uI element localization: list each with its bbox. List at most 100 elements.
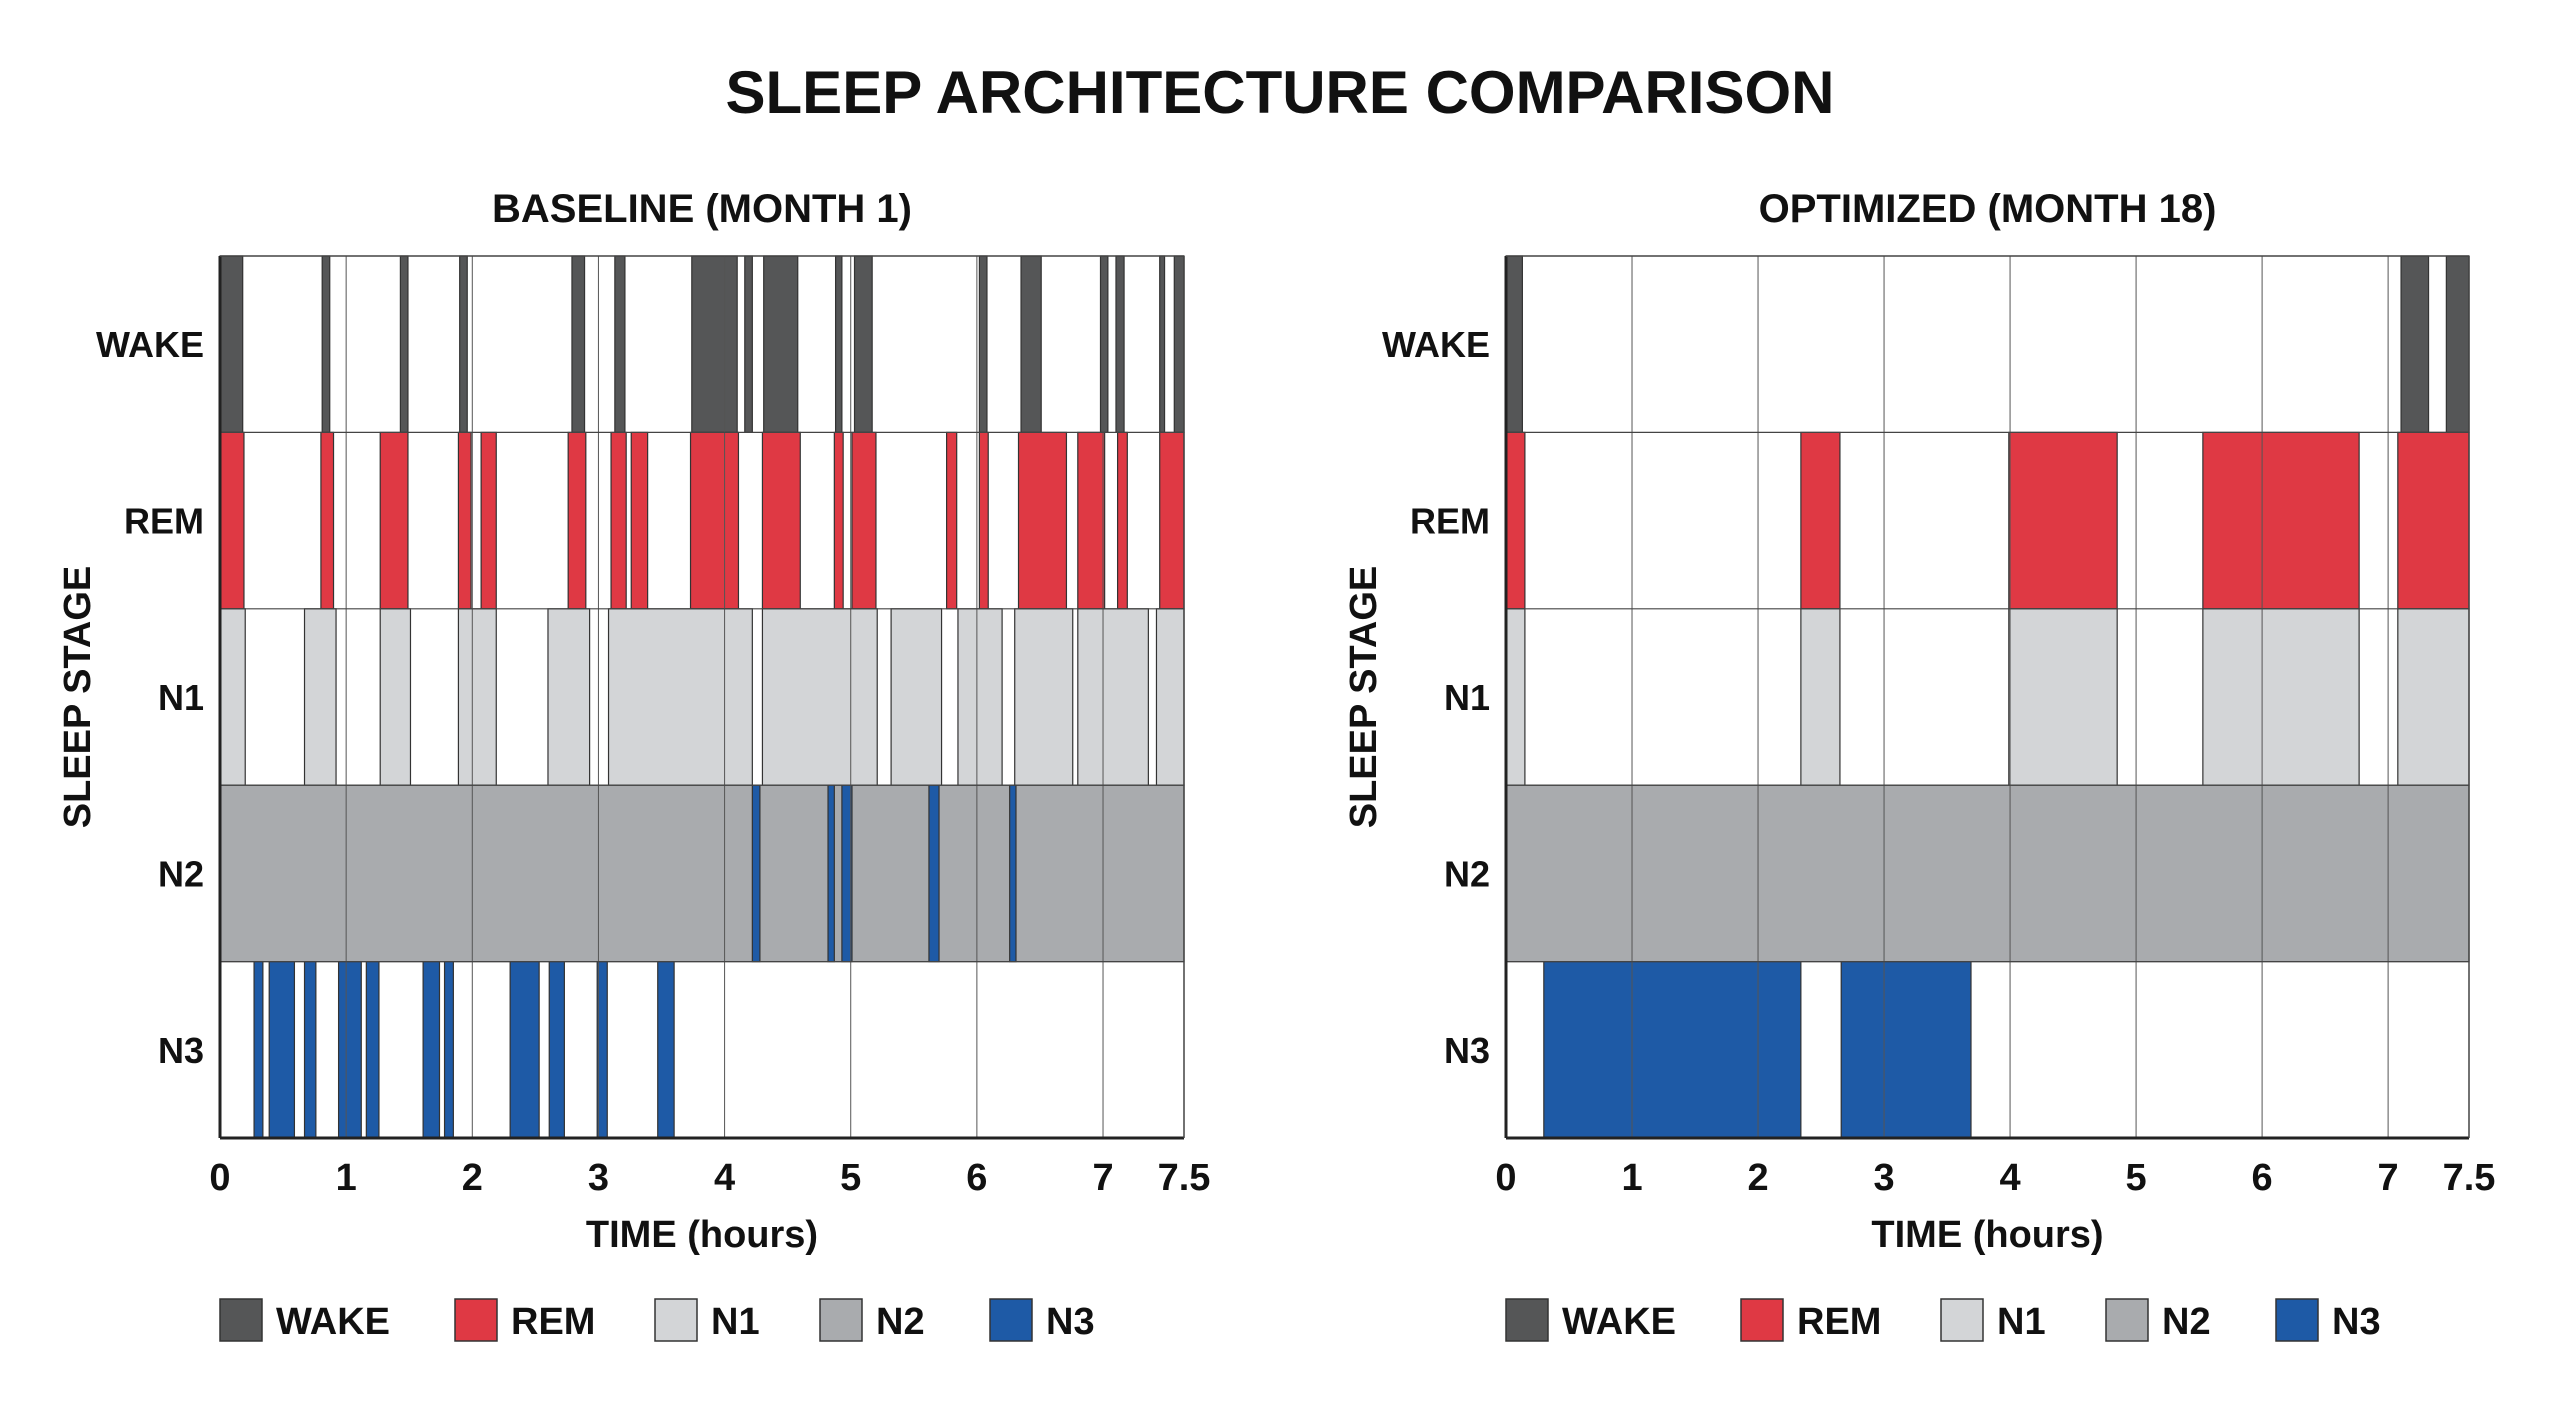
panel-title: BASELINE (MONTH 1) [492, 187, 912, 231]
segment-wake [571, 255, 586, 433]
segment-rem [610, 431, 627, 610]
segment-rem [761, 431, 801, 610]
segment-n3 [1543, 960, 1802, 1139]
segment-n1 [219, 608, 246, 786]
legend-label: WAKE [1562, 1301, 1676, 1343]
segment-wake [691, 255, 738, 433]
segment-n3 [657, 960, 675, 1139]
x-tick-label: 1 [336, 1157, 357, 1199]
segment-n1 [379, 608, 412, 786]
segment-n1 [1077, 608, 1149, 786]
segment-n1 [1155, 608, 1185, 786]
x-tick-label: 2 [1747, 1157, 1768, 1199]
segment-rem [320, 431, 335, 610]
legend-swatch [654, 1298, 698, 1342]
segment-wake [2445, 255, 2470, 433]
legend-label: REM [511, 1301, 595, 1343]
legend-swatch [989, 1298, 1033, 1342]
legend-item-n2: N2 [819, 1298, 925, 1343]
segment-n1 [761, 608, 878, 786]
x-tick-label: 3 [1873, 1157, 1894, 1199]
x-tick-label: 0 [209, 1157, 230, 1199]
y-tick-label: N1 [158, 677, 204, 718]
segment-wake [321, 255, 331, 433]
segment-n1 [957, 608, 1003, 786]
segment-rem [1159, 431, 1185, 610]
x-tick-label: 6 [2252, 1157, 2273, 1199]
segment-rem [1800, 431, 1841, 610]
segment-rem [480, 431, 497, 610]
segment-rem [833, 431, 844, 610]
segment-n3 [303, 960, 317, 1139]
legend-label: REM [1797, 1301, 1881, 1343]
segment-wake [763, 255, 799, 433]
x-tick-label: 5 [2126, 1157, 2147, 1199]
x-tick-label: 3 [588, 1157, 609, 1199]
segment-rem [946, 431, 958, 610]
segment-rem [1505, 431, 1526, 610]
y-axis-label: SLEEP STAGE [1343, 566, 1385, 829]
segment-n1 [607, 608, 753, 786]
segment-n2 [219, 784, 1185, 963]
segment-n1 [2202, 608, 2360, 786]
segment-n1 [547, 608, 591, 786]
legend-swatch [219, 1298, 263, 1342]
x-tick-label: 7.5 [1158, 1157, 1211, 1199]
segment-n3 [1840, 960, 1972, 1139]
segment-n3 [365, 960, 380, 1139]
y-tick-label: N3 [158, 1030, 204, 1071]
segment-rem [2202, 431, 2360, 610]
x-tick-label: 7.5 [2443, 1157, 2496, 1199]
baseline-panel: BASELINE (MONTH 1) WAKE REM N1 N2 N3 0 1 2 3 4 5 6 7 7… [57, 187, 1210, 1343]
legend-label: WAKE [276, 1301, 390, 1343]
segment-n2 [1505, 784, 2470, 963]
segment-wake [2400, 255, 2430, 433]
x-axis-label: TIME (hours) [1871, 1214, 2103, 1256]
optimized-panel: OPTIMIZED (MONTH 18) WAKE REM N1 N2 N3 0 1 2 3 4 5 6… [1343, 187, 2495, 1343]
legend-label: N1 [1997, 1301, 2046, 1343]
legend-item-wake: WAKE [219, 1298, 390, 1343]
legend-swatch [2105, 1298, 2149, 1342]
y-tick-label: WAKE [1382, 324, 1490, 365]
legend-item-n3: N3 [989, 1298, 1095, 1343]
legend-swatch [1740, 1298, 1784, 1342]
segment-rem [219, 431, 245, 610]
legend-label: N2 [876, 1301, 925, 1343]
segment-rem [1077, 431, 1106, 610]
legend-label: N3 [1046, 1301, 1095, 1343]
segment-wake [1505, 255, 1523, 433]
x-tick-label: 1 [1621, 1157, 1642, 1199]
segment-n3 [509, 960, 540, 1139]
segment-wake [1173, 255, 1185, 433]
segment-rem [2397, 431, 2470, 610]
segment-wake [853, 255, 873, 433]
legend-swatch [1940, 1298, 1984, 1342]
legend-swatch [454, 1298, 498, 1342]
segment-n1 [1800, 608, 1841, 786]
x-tick-label: 2 [462, 1157, 483, 1199]
legend-item-n1: N1 [1940, 1298, 2046, 1343]
segment-n3 [443, 960, 454, 1139]
legend-label: N2 [2162, 1301, 2211, 1343]
segment-wake [1020, 255, 1042, 433]
legend-label: N3 [2332, 1301, 2381, 1343]
segment-wake [978, 255, 988, 433]
segment-rem [567, 431, 587, 610]
segment-n2 [751, 784, 761, 963]
x-tick-label: 7 [2378, 1157, 2399, 1199]
segment-rem [1017, 431, 1068, 610]
segment-wake [1159, 255, 1166, 433]
segment-n1 [2397, 608, 2470, 786]
segment-n3 [253, 960, 264, 1139]
segment-n2 [1009, 784, 1017, 963]
segment-rem [978, 431, 989, 610]
segment-wake [459, 255, 468, 433]
y-tick-label: REM [1410, 501, 1490, 542]
y-axis-label: SLEEP STAGE [57, 566, 99, 829]
segment-rem [2008, 431, 2118, 610]
legend-swatch [2275, 1298, 2319, 1342]
legend-swatch [819, 1298, 863, 1342]
segment-wake [614, 255, 626, 433]
segment-wake [834, 255, 843, 433]
